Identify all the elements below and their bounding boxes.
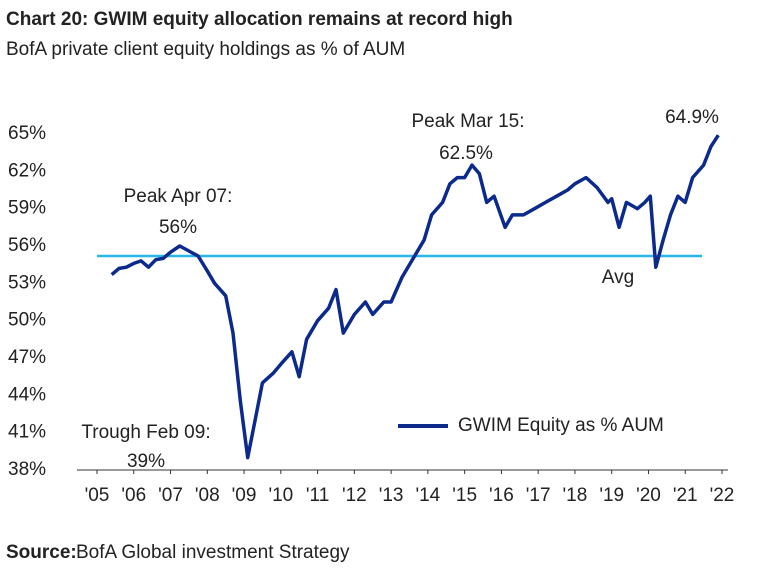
x-tick-label: '14 xyxy=(415,485,440,506)
y-tick-label: 47% xyxy=(8,347,46,368)
legend-label: GWIM Equity as % AUM xyxy=(458,415,664,436)
x-tick-label: '21 xyxy=(673,485,698,506)
annotation: Peak Mar 15: xyxy=(412,111,525,132)
chart-subtitle: BofA private client equity holdings as %… xyxy=(6,39,405,60)
x-tick-label: '19 xyxy=(599,485,624,506)
annotation: Peak Apr 07: xyxy=(124,186,233,207)
y-tick-label: 41% xyxy=(8,422,46,443)
annotation: 56% xyxy=(159,217,197,238)
x-tick-label: '06 xyxy=(121,485,146,506)
annotation: 64.9% xyxy=(665,107,719,128)
annotation: 62.5% xyxy=(439,143,493,164)
x-tick-label: '22 xyxy=(710,485,735,506)
x-tick-label: '12 xyxy=(342,485,367,506)
annotation: 39% xyxy=(127,451,165,472)
chart-title: Chart 20: GWIM equity allocation remains… xyxy=(6,9,513,30)
x-tick-label: '09 xyxy=(232,485,257,506)
source-text: BofA Global investment Strategy xyxy=(76,542,350,563)
x-tick-label: '07 xyxy=(158,485,183,506)
y-tick-label: 59% xyxy=(8,198,46,219)
x-tick-label: '08 xyxy=(195,485,220,506)
x-tick-label: '15 xyxy=(452,485,477,506)
y-tick-label: 56% xyxy=(8,235,46,256)
x-tick-label: '05 xyxy=(85,485,110,506)
source-label: Source: xyxy=(6,542,77,563)
y-tick-label: 65% xyxy=(8,123,46,144)
y-tick-label: 50% xyxy=(8,310,46,331)
annotation: Trough Feb 09: xyxy=(81,422,210,443)
x-tick-label: '20 xyxy=(636,485,661,506)
x-tick-label: '16 xyxy=(489,485,514,506)
y-tick-label: 44% xyxy=(8,384,46,405)
x-tick-label: '13 xyxy=(379,485,404,506)
x-tick-label: '17 xyxy=(526,485,551,506)
y-tick-label: 38% xyxy=(8,459,46,480)
x-tick-label: '10 xyxy=(268,485,293,506)
average-label: Avg xyxy=(602,267,634,288)
y-tick-label: 53% xyxy=(8,272,46,293)
data-line xyxy=(110,134,720,460)
x-tick-label: '11 xyxy=(306,485,329,506)
x-tick-label: '18 xyxy=(563,485,588,506)
y-tick-label: 62% xyxy=(8,160,46,181)
